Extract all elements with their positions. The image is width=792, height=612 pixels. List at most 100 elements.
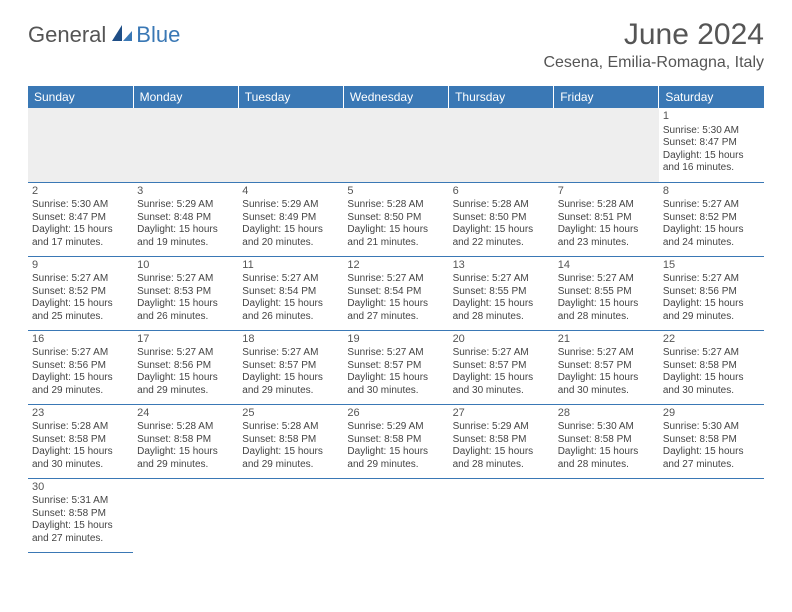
daylight-text: and 17 minutes. (32, 237, 129, 250)
calendar-day-cell (28, 108, 133, 182)
daylight-text: and 30 minutes. (558, 385, 655, 398)
sunrise-text: Sunrise: 5:27 AM (32, 273, 129, 286)
weekday-header: Wednesday (343, 86, 448, 108)
daylight-text: Daylight: 15 hours (453, 446, 550, 459)
day-number: 5 (347, 185, 444, 199)
calendar-day-cell: 8Sunrise: 5:27 AMSunset: 8:52 PMDaylight… (659, 182, 764, 256)
daylight-text: and 23 minutes. (558, 237, 655, 250)
daylight-text: Daylight: 15 hours (137, 372, 234, 385)
sunrise-text: Sunrise: 5:27 AM (242, 273, 339, 286)
sunset-text: Sunset: 8:53 PM (137, 286, 234, 299)
sunset-text: Sunset: 8:57 PM (242, 360, 339, 373)
calendar-table: Sunday Monday Tuesday Wednesday Thursday… (28, 86, 764, 553)
daylight-text: Daylight: 15 hours (558, 224, 655, 237)
day-number: 11 (242, 259, 339, 273)
sunset-text: Sunset: 8:58 PM (347, 434, 444, 447)
daylight-text: and 29 minutes. (242, 459, 339, 472)
daylight-text: and 29 minutes. (137, 459, 234, 472)
sunrise-text: Sunrise: 5:29 AM (453, 421, 550, 434)
calendar-day-cell: 12Sunrise: 5:27 AMSunset: 8:54 PMDayligh… (343, 256, 448, 330)
calendar-day-cell: 22Sunrise: 5:27 AMSunset: 8:58 PMDayligh… (659, 330, 764, 404)
calendar-header-row: Sunday Monday Tuesday Wednesday Thursday… (28, 86, 764, 108)
sunset-text: Sunset: 8:58 PM (32, 434, 129, 447)
daylight-text: Daylight: 15 hours (663, 224, 760, 237)
sunrise-text: Sunrise: 5:30 AM (558, 421, 655, 434)
daylight-text: and 22 minutes. (453, 237, 550, 250)
daylight-text: Daylight: 15 hours (347, 224, 444, 237)
daylight-text: Daylight: 15 hours (663, 298, 760, 311)
calendar-day-cell: 15Sunrise: 5:27 AMSunset: 8:56 PMDayligh… (659, 256, 764, 330)
sunrise-text: Sunrise: 5:27 AM (663, 347, 760, 360)
calendar-day-cell (238, 108, 343, 182)
daylight-text: and 27 minutes. (347, 311, 444, 324)
calendar-day-cell (238, 478, 343, 552)
daylight-text: Daylight: 15 hours (32, 372, 129, 385)
sunrise-text: Sunrise: 5:28 AM (558, 199, 655, 212)
daylight-text: Daylight: 15 hours (453, 298, 550, 311)
day-number: 29 (663, 407, 760, 421)
daylight-text: Daylight: 15 hours (347, 298, 444, 311)
day-number: 12 (347, 259, 444, 273)
sunset-text: Sunset: 8:52 PM (663, 212, 760, 225)
daylight-text: Daylight: 15 hours (137, 298, 234, 311)
day-number: 18 (242, 333, 339, 347)
sunrise-text: Sunrise: 5:27 AM (663, 199, 760, 212)
day-number: 20 (453, 333, 550, 347)
calendar-day-cell (449, 108, 554, 182)
daylight-text: and 29 minutes. (663, 311, 760, 324)
daylight-text: and 28 minutes. (453, 459, 550, 472)
sunrise-text: Sunrise: 5:27 AM (137, 347, 234, 360)
daylight-text: and 28 minutes. (453, 311, 550, 324)
logo-text-blue: Blue (136, 22, 180, 48)
sunset-text: Sunset: 8:55 PM (558, 286, 655, 299)
calendar-day-cell: 14Sunrise: 5:27 AMSunset: 8:55 PMDayligh… (554, 256, 659, 330)
sunrise-text: Sunrise: 5:27 AM (558, 273, 655, 286)
sunrise-text: Sunrise: 5:29 AM (347, 421, 444, 434)
calendar-day-cell: 18Sunrise: 5:27 AMSunset: 8:57 PMDayligh… (238, 330, 343, 404)
sunset-text: Sunset: 8:47 PM (32, 212, 129, 225)
sunset-text: Sunset: 8:54 PM (347, 286, 444, 299)
sunrise-text: Sunrise: 5:28 AM (137, 421, 234, 434)
calendar-day-cell: 5Sunrise: 5:28 AMSunset: 8:50 PMDaylight… (343, 182, 448, 256)
daylight-text: Daylight: 15 hours (242, 298, 339, 311)
daylight-text: and 30 minutes. (663, 385, 760, 398)
daylight-text: Daylight: 15 hours (32, 224, 129, 237)
daylight-text: and 20 minutes. (242, 237, 339, 250)
calendar-day-cell: 20Sunrise: 5:27 AMSunset: 8:57 PMDayligh… (449, 330, 554, 404)
weekday-header: Friday (554, 86, 659, 108)
weekday-header: Thursday (449, 86, 554, 108)
calendar-day-cell: 10Sunrise: 5:27 AMSunset: 8:53 PMDayligh… (133, 256, 238, 330)
daylight-text: Daylight: 15 hours (137, 224, 234, 237)
day-number: 4 (242, 185, 339, 199)
day-number: 23 (32, 407, 129, 421)
daylight-text: and 26 minutes. (137, 311, 234, 324)
calendar-day-cell: 27Sunrise: 5:29 AMSunset: 8:58 PMDayligh… (449, 404, 554, 478)
header: General Blue June 2024 Cesena, Emilia-Ro… (0, 0, 792, 80)
calendar-day-cell: 7Sunrise: 5:28 AMSunset: 8:51 PMDaylight… (554, 182, 659, 256)
calendar-day-cell: 28Sunrise: 5:30 AMSunset: 8:58 PMDayligh… (554, 404, 659, 478)
calendar-day-cell: 30Sunrise: 5:31 AMSunset: 8:58 PMDayligh… (28, 478, 133, 552)
calendar-day-cell: 17Sunrise: 5:27 AMSunset: 8:56 PMDayligh… (133, 330, 238, 404)
daylight-text: and 25 minutes. (32, 311, 129, 324)
calendar-day-cell: 19Sunrise: 5:27 AMSunset: 8:57 PMDayligh… (343, 330, 448, 404)
calendar-day-cell: 4Sunrise: 5:29 AMSunset: 8:49 PMDaylight… (238, 182, 343, 256)
sunset-text: Sunset: 8:58 PM (242, 434, 339, 447)
sunrise-text: Sunrise: 5:30 AM (663, 421, 760, 434)
day-number: 3 (137, 185, 234, 199)
daylight-text: Daylight: 15 hours (347, 446, 444, 459)
daylight-text: and 29 minutes. (242, 385, 339, 398)
day-number: 15 (663, 259, 760, 273)
sunrise-text: Sunrise: 5:27 AM (453, 273, 550, 286)
calendar-day-cell (554, 478, 659, 552)
sunrise-text: Sunrise: 5:27 AM (242, 347, 339, 360)
sunrise-text: Sunrise: 5:30 AM (32, 199, 129, 212)
sunset-text: Sunset: 8:58 PM (558, 434, 655, 447)
daylight-text: and 27 minutes. (663, 459, 760, 472)
daylight-text: Daylight: 15 hours (558, 372, 655, 385)
sunset-text: Sunset: 8:55 PM (453, 286, 550, 299)
logo: General Blue (28, 18, 180, 48)
calendar-week-row: 2Sunrise: 5:30 AMSunset: 8:47 PMDaylight… (28, 182, 764, 256)
daylight-text: and 26 minutes. (242, 311, 339, 324)
calendar-day-cell (659, 478, 764, 552)
daylight-text: Daylight: 15 hours (32, 298, 129, 311)
